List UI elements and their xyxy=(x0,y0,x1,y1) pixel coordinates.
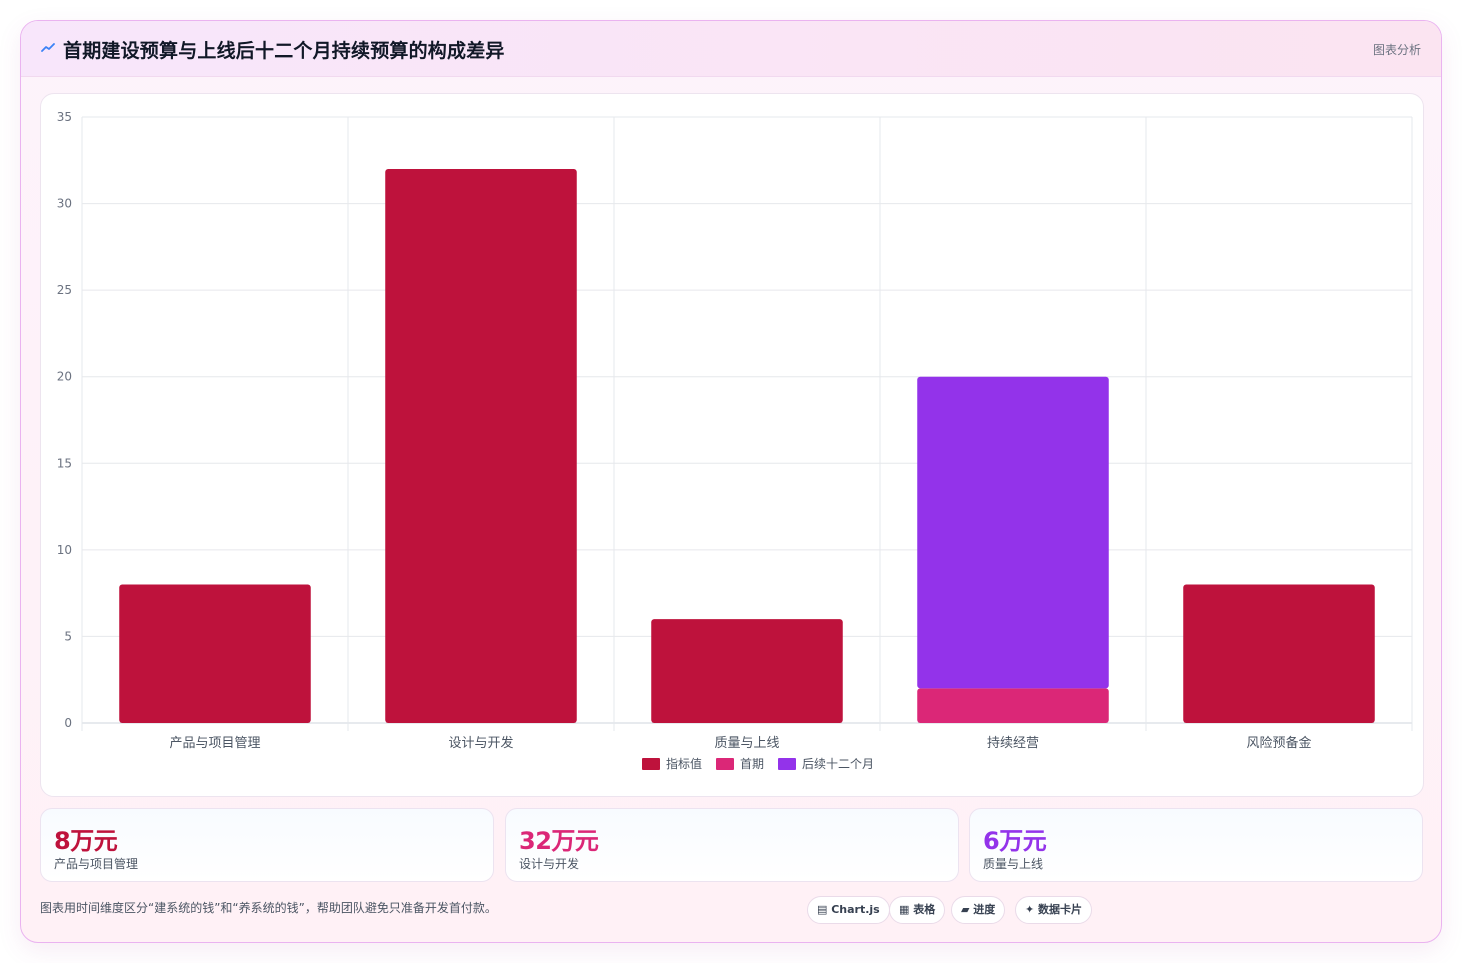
x-tick-label: 设计与开发 xyxy=(448,735,513,751)
x-tick-label: 质量与上线 xyxy=(714,736,779,751)
legend-swatch xyxy=(716,758,734,770)
stat-card: 32万元 设计与开发 xyxy=(505,808,959,882)
sparkline-icon xyxy=(41,43,55,52)
stat-card-label: 设计与开发 xyxy=(519,857,580,871)
bar-1-series-0 xyxy=(385,168,577,723)
stat-card-label: 质量与上线 xyxy=(983,857,1044,871)
y-tick-label: 20 xyxy=(57,370,72,384)
y-tick-label: 30 xyxy=(57,197,72,211)
page-title: 首期建设预算与上线后十二个月持续预算的构成差异 xyxy=(63,40,505,62)
bar-2-series-0 xyxy=(651,619,843,723)
bar-4-series-0 xyxy=(1183,584,1375,723)
chip-chartjs[interactable]: ▤ Chart.js xyxy=(807,896,890,924)
y-tick-label: 25 xyxy=(57,283,72,297)
bar-3-series-1 xyxy=(917,688,1109,723)
y-tick-label: 35 xyxy=(57,110,72,124)
y-tick-label: 5 xyxy=(64,629,72,643)
stat-card-value: 8万元 xyxy=(54,827,118,855)
stat-card: 6万元 质量与上线 xyxy=(969,808,1423,882)
chip-progress[interactable]: ▰ 进度 xyxy=(951,896,1006,924)
x-tick-label: 持续经营 xyxy=(987,736,1039,751)
stat-cards: 8万元 产品与项目管理 32万元 设计与开发 6万元 质量与上线 xyxy=(40,808,1424,882)
legend-label: 后续十二个月 xyxy=(802,757,874,771)
stat-card-label: 产品与项目管理 xyxy=(54,857,139,871)
stat-card-value: 32万元 xyxy=(519,827,599,855)
chart-panel: 首期建设预算与上线后十二个月持续预算的构成差异 图表分析 0 5 10 15 20 25 3… xyxy=(20,20,1442,943)
legend-swatch xyxy=(778,758,796,770)
x-tick-label: 风险预备金 xyxy=(1246,735,1311,751)
footer-note: 图表用时间维度区分“建系统的钱”和“养系统的钱”，帮助团队避免只准备开发首付款。 xyxy=(40,901,497,915)
legend-label: 指标值 xyxy=(666,756,702,771)
stat-card: 8万元 产品与项目管理 xyxy=(40,808,494,882)
y-tick-label: 0 xyxy=(64,716,72,730)
chart-analysis-tag: 图表分析 xyxy=(1372,43,1421,57)
y-tick-label: 10 xyxy=(57,543,72,557)
bar-chart: 0 5 10 15 20 25 30 35 产品与项目管理 设计与开发 质量与上线 持续经营 风险预备金… xyxy=(57,110,1413,771)
x-tick-label: 产品与项目管理 xyxy=(169,736,260,751)
chart-container: 0 5 10 15 20 25 30 35 产品与项目管理 设计与开发 质量与上线 持续经营 风险预备金… xyxy=(40,93,1424,797)
legend-label: 首期 xyxy=(740,757,764,771)
panel-header: 首期建设预算与上线后十二个月持续预算的构成差异 图表分析 xyxy=(21,21,1441,77)
y-tick-label: 15 xyxy=(57,456,72,470)
stat-card-value: 6万元 xyxy=(983,827,1047,855)
bar-0-series-0 xyxy=(119,584,311,723)
chip-data-cards[interactable]: ✦ 数据卡片 xyxy=(1015,896,1093,924)
legend-swatch xyxy=(642,758,660,770)
bar-3-series-2 xyxy=(917,376,1109,689)
chip-table[interactable]: ▦ 表格 xyxy=(889,896,946,924)
